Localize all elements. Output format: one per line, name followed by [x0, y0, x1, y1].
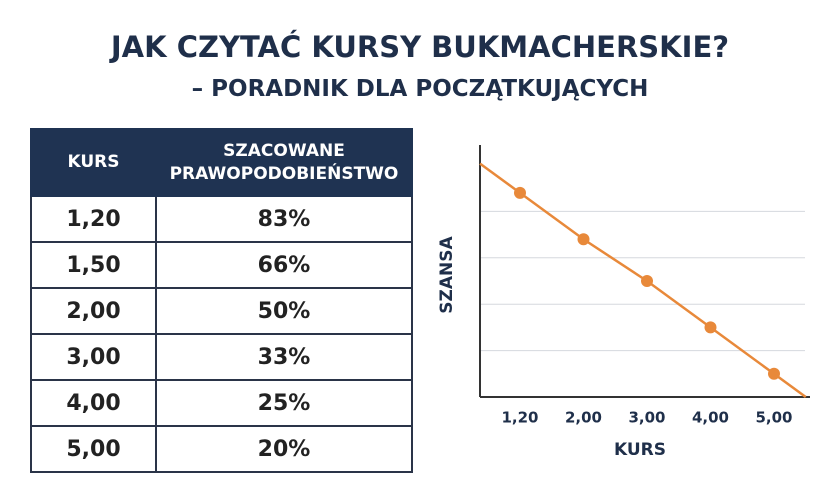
y-axis-label: SZANSA: [437, 235, 457, 313]
x-tick-label: 5,00: [755, 409, 792, 427]
table-cell: 33%: [155, 333, 413, 381]
table-row: 2,00 50%: [30, 287, 413, 335]
table-cell: 2,00: [30, 287, 157, 335]
line-extension: [773, 372, 807, 399]
table: KURS SZACOWANE PRAWOPODOBIEŃSTWO 1,20 83%…: [30, 128, 413, 473]
table-cell: 1,20: [30, 195, 157, 243]
x-axis-label: KURS: [614, 440, 666, 460]
subtitle: – PORADNIK DLA POCZĄTKUJĄCYCH: [191, 76, 649, 102]
column-header: KURS: [30, 128, 157, 197]
table-cell: 4,00: [30, 379, 157, 427]
column-header: SZACOWANE PRAWOPODOBIEŃSTWO: [155, 128, 413, 197]
point: [768, 367, 780, 380]
table-row: 5,00 20%: [30, 425, 413, 473]
line-extension: [479, 162, 521, 194]
table-row: 1,50 66%: [30, 241, 413, 289]
table-cell: 25%: [155, 379, 413, 427]
series-line: [519, 191, 775, 375]
table-row: 3,00 33%: [30, 333, 413, 381]
table-header: KURS SZACOWANE PRAWOPODOBIEŃSTWO: [30, 128, 413, 197]
table-row: 4,00 25%: [30, 379, 413, 427]
point: [514, 186, 526, 199]
point: [704, 321, 717, 334]
x-tick-label: 2,00: [565, 409, 602, 427]
table-cell: 20%: [155, 425, 413, 473]
point: [641, 275, 653, 287]
table-cell: 50%: [155, 287, 413, 335]
table-cell: 66%: [155, 241, 413, 289]
table-cell: 5,00: [30, 425, 157, 473]
x-tick-label: 3,00: [628, 409, 665, 427]
point: [577, 233, 590, 246]
table-cell: 1,50: [30, 241, 157, 289]
x-tick-label: 4,00: [692, 409, 729, 427]
x-tick-label: 1,20: [501, 409, 538, 427]
title: JAK CZYTAĆ KURSY BUKMACHERSKIE?: [110, 30, 730, 64]
table-cell: 83%: [155, 195, 413, 243]
table-row: 1,20 83%: [30, 195, 413, 243]
table-cell: 3,00: [30, 333, 157, 381]
